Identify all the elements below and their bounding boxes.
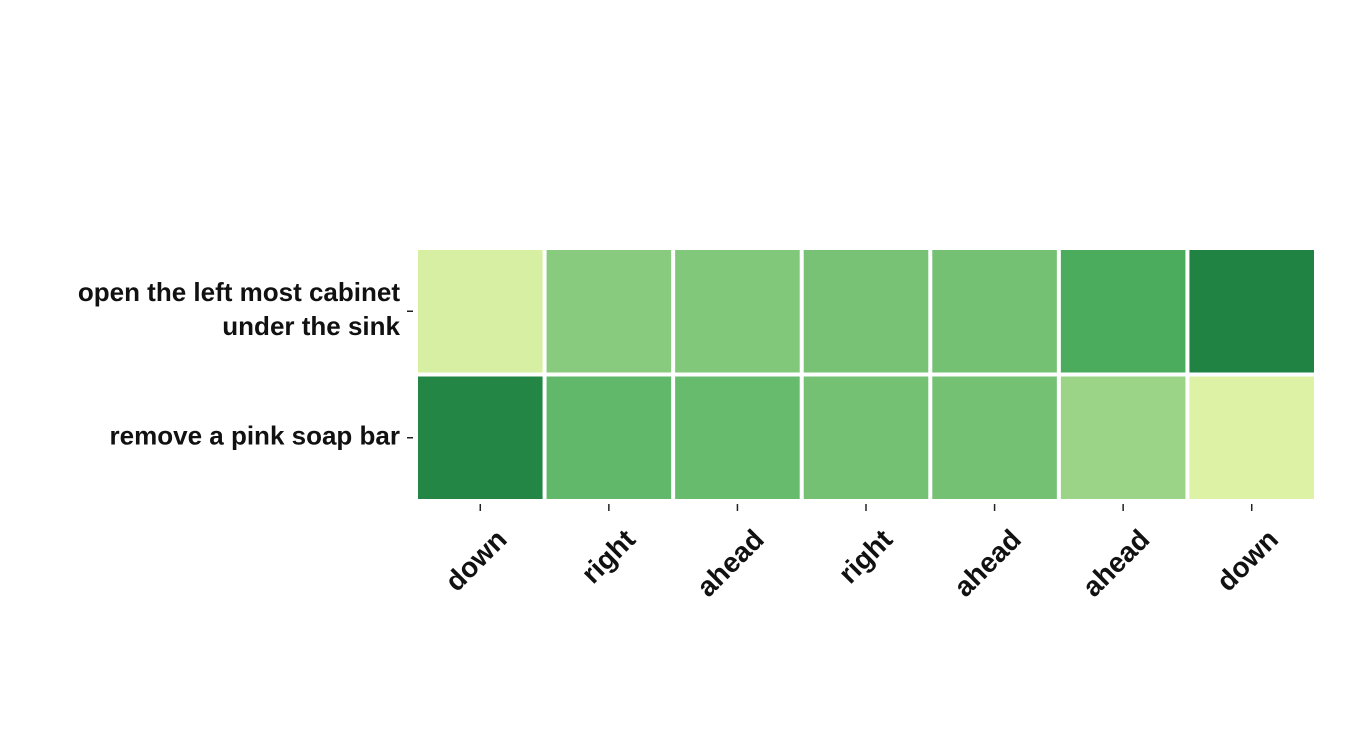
heatmap-cell-r0-c6 bbox=[1189, 250, 1314, 373]
heatmap-cells bbox=[418, 250, 1314, 499]
y-tick-label-0-line-0: open the left most cabinet bbox=[78, 277, 400, 307]
heatmap-cell-r1-c3 bbox=[803, 376, 929, 499]
heatmap-cell-r1-c6 bbox=[1189, 376, 1314, 499]
heatmap-cell-r1-c2 bbox=[675, 376, 800, 499]
y-axis: open the left most cabinet under the sink… bbox=[78, 277, 413, 451]
x-tick-label-3: right bbox=[832, 523, 898, 589]
y-tick-label-1-line-0: remove a pink soap bar bbox=[110, 421, 400, 451]
heatmap-cell-r1-c5 bbox=[1060, 376, 1186, 499]
heatmap-cell-r0-c5 bbox=[1060, 250, 1186, 373]
x-axis: down right ahead right ahead ahead down bbox=[439, 504, 1284, 603]
x-tick-label-1: right bbox=[575, 523, 641, 589]
heatmap-cell-r0-c3 bbox=[803, 250, 929, 373]
y-tick-label-0-line-1: under the sink bbox=[222, 311, 400, 341]
heatmap-cell-r0-c4 bbox=[932, 250, 1057, 373]
heatmap-cell-r1-c0 bbox=[418, 376, 543, 499]
x-tick-label-2: ahead bbox=[691, 523, 770, 602]
heatmap-cell-r0-c1 bbox=[546, 250, 672, 373]
heatmap-cell-r0-c2 bbox=[675, 250, 800, 373]
heatmap-cell-r1-c4 bbox=[932, 376, 1057, 499]
heatmap-cell-r1-c1 bbox=[546, 376, 672, 499]
x-tick-label-0: down bbox=[439, 523, 513, 597]
heatmap-cell-r0-c0 bbox=[418, 250, 543, 373]
x-tick-label-5: ahead bbox=[1076, 523, 1155, 602]
x-tick-label-6: down bbox=[1210, 523, 1284, 597]
x-tick-label-4: ahead bbox=[948, 523, 1027, 602]
